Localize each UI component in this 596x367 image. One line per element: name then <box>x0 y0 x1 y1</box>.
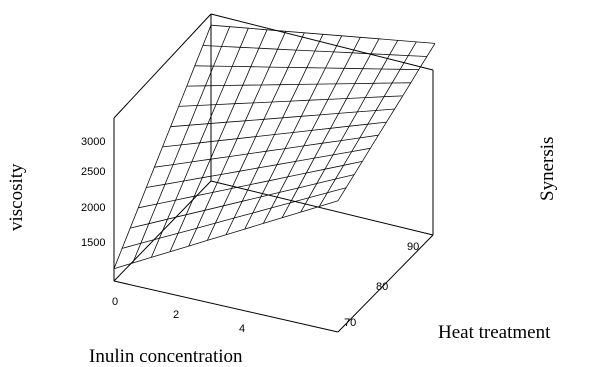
surface-column-line <box>262 37 361 224</box>
x-tick-label: 2 <box>173 309 179 321</box>
x-ticks: 0 2 4 <box>112 296 245 335</box>
surface-column-line <box>300 40 399 213</box>
z-tick-label: 1500 <box>81 237 105 249</box>
x-axis-label: Inulin concentration <box>89 346 243 367</box>
surface-column-line <box>113 25 212 269</box>
surface-column-line <box>206 32 305 241</box>
x-tick-label: 0 <box>112 296 118 308</box>
z-axis-label: viscosity <box>6 163 27 231</box>
y-axis-label: Heat treatment <box>438 322 551 343</box>
surface-column-line <box>281 38 380 218</box>
frame-back-bottom <box>210 180 434 236</box>
z-tick-label: 3000 <box>81 136 105 148</box>
z-tick-label: 2500 <box>81 166 105 178</box>
synersis-label: Synersis <box>537 137 558 201</box>
y-ticks: 70 80 90 <box>344 241 419 329</box>
z-tick-label: 2000 <box>81 202 105 214</box>
surface-column-line <box>318 41 417 207</box>
frame-front-bottom <box>113 280 339 333</box>
x-tick-label: 4 <box>239 323 245 335</box>
y-tick-label: 70 <box>344 317 356 329</box>
frame-top-edge <box>210 13 434 71</box>
frame-left-edge <box>113 13 212 119</box>
y-tick-label: 90 <box>407 241 419 253</box>
surface-column-line <box>337 43 436 202</box>
surface-column-line <box>225 34 324 235</box>
surface-column-line <box>150 28 249 258</box>
z-ticks: 1500 2000 2500 3000 <box>81 136 105 249</box>
surface-column-line <box>169 29 268 252</box>
surface-column-line <box>244 35 343 230</box>
surface-mesh <box>113 24 436 270</box>
surface-column-line <box>188 31 287 247</box>
surface-column-line <box>132 26 231 264</box>
frame-right-bottom <box>337 234 434 333</box>
y-tick-label: 80 <box>376 281 388 293</box>
